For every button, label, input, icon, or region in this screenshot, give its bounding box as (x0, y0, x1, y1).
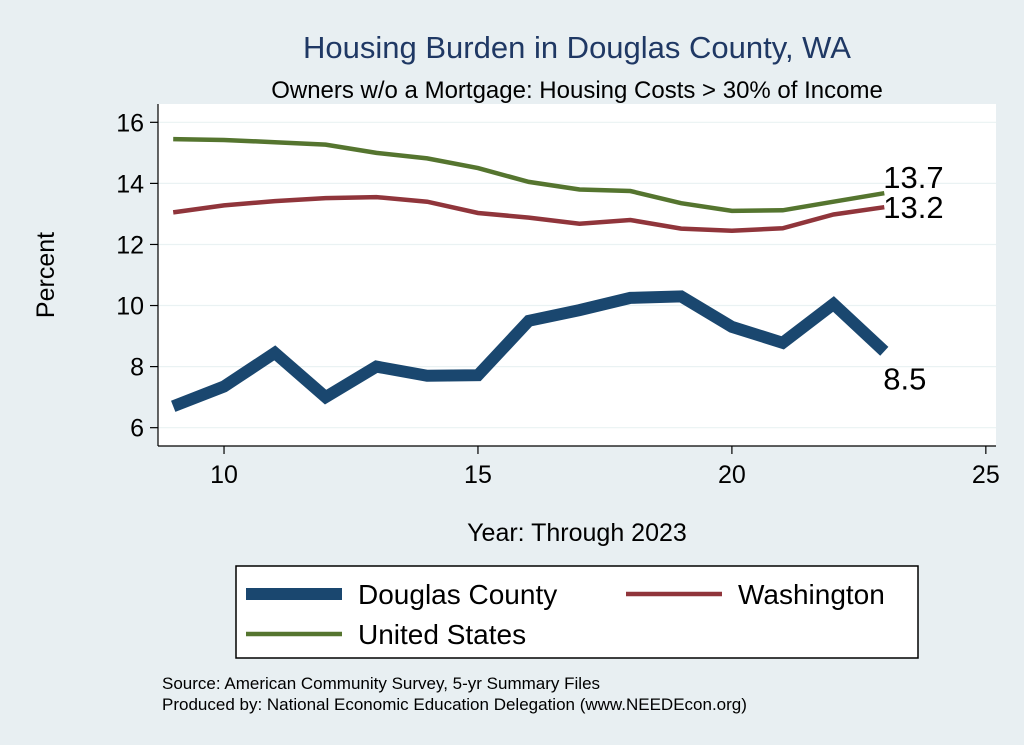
series-line-united-states (173, 136, 885, 214)
y-tick-label-12: 12 (116, 231, 144, 259)
x-axis-label: Year: Through 2023 (467, 519, 687, 547)
y-tick-label-14: 14 (116, 170, 144, 198)
legend-label-united-states: United States (358, 619, 526, 650)
y-axis-label: Percent (32, 232, 60, 318)
x-tick-label-10: 10 (210, 461, 238, 489)
end-label-washington: 13.2 (883, 190, 943, 225)
source-note: Source: American Community Survey, 5-yr … (162, 674, 600, 693)
y-tick-label-10: 10 (116, 293, 144, 321)
legend-label-washington: Washington (738, 579, 885, 610)
x-tick-label-25: 25 (972, 461, 1000, 489)
y-tick-label-6: 6 (130, 415, 144, 443)
produced-note: Produced by: National Economic Education… (162, 695, 747, 714)
x-tick-label-15: 15 (464, 461, 492, 489)
series-line-washington (172, 194, 885, 233)
x-ticks: 10 15 20 25 (210, 446, 1000, 489)
y-tick-label-8: 8 (130, 354, 144, 382)
chart-title: Housing Burden in Douglas County, WA (303, 30, 851, 65)
y-tick-label-16: 16 (116, 109, 144, 137)
end-label-united-states: 13.7 (883, 160, 943, 195)
legend-box (235, 565, 919, 659)
x-tick-label-20: 20 (718, 461, 746, 489)
legend-label-douglas-county: Douglas County (358, 579, 557, 610)
legend: Douglas County Washington United States (235, 565, 919, 659)
end-labels: 8.5 13.213.7 (883, 160, 943, 396)
plot-area (158, 104, 996, 446)
series-lines (171, 136, 889, 412)
legend-items: Douglas County Washington United States (246, 579, 885, 650)
chart-subtitle: Owners w/o a Mortgage: Housing Costs > 3… (271, 77, 883, 104)
series-line-douglas-county (171, 290, 889, 412)
y-ticks: 6 8 10 12 14 16 (116, 109, 158, 443)
end-label-douglas-county: 8.5 (883, 361, 926, 396)
